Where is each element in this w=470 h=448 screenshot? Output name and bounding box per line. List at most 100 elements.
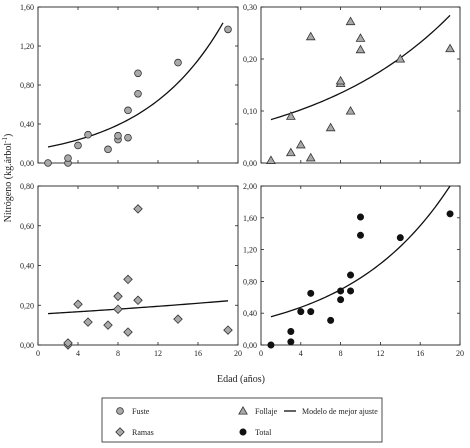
y-tick-label: 0,00 <box>20 341 34 350</box>
data-point-follaje <box>285 147 296 157</box>
x-tick-label: 0 <box>259 349 263 358</box>
data-point-follaje <box>445 43 455 53</box>
data-point-total <box>337 296 345 304</box>
x-tick-label: 16 <box>416 349 424 358</box>
data-point-fuste <box>124 106 132 115</box>
data-point-ramas <box>133 204 143 214</box>
panel-ramas: 0 4 8 12 16 20 0,00 0,20 0,40 0,60 0,80 <box>20 182 242 358</box>
panel-frame <box>260 185 461 346</box>
data-point-follaje <box>305 152 316 162</box>
x-tick-label: 4 <box>299 349 303 358</box>
legend-item: Fuste <box>116 407 150 416</box>
data-point-ramas <box>83 317 93 327</box>
y-tick-label: 0,60 <box>20 222 34 231</box>
data-point-fuste <box>134 69 142 78</box>
data-point-fuste <box>64 154 72 162</box>
x-axis-title: Edad (años) <box>217 374 265 385</box>
data-point-fuste <box>134 89 142 98</box>
data-point-fuste <box>104 145 112 154</box>
y-tick-label: 2,00 <box>243 182 257 191</box>
data-point-follaje <box>345 105 356 115</box>
data-point-fuste <box>84 130 92 139</box>
y-axis-title: Nitrógeno (kg.árbol-1) <box>1 134 14 223</box>
legend-label: Follaje <box>255 407 278 416</box>
data-point-ramas <box>103 320 113 330</box>
x-tick-label: 8 <box>339 349 343 358</box>
y-tick-label: 0,10 <box>243 107 257 116</box>
data-point-ramas <box>223 325 233 335</box>
legend-item: Ramas <box>115 427 154 437</box>
data-point-total <box>356 231 364 239</box>
legend-item: Modelo de mejor ajuste <box>284 407 378 416</box>
panel-frame <box>260 6 461 164</box>
legend: Fuste Follaje Modelo de mejor ajuste Ramas T… <box>101 397 383 443</box>
y-tick-label: 0,30 <box>243 3 257 12</box>
data-point-total <box>327 316 335 324</box>
legend-item: Total <box>239 428 272 437</box>
y-tick-label: 1,20 <box>243 246 257 255</box>
x-tick-label: 12 <box>154 349 162 358</box>
fit-line-total <box>270 185 451 318</box>
legend-label: Total <box>255 428 272 437</box>
legend-marker <box>116 407 124 415</box>
panel-total: 0 4 8 12 16 20 0,00 0,40 0,80 1,20 1,60 2,00 <box>243 182 464 358</box>
data-point-ramas <box>123 327 133 337</box>
y-tick-label: 0,40 <box>20 262 34 271</box>
x-tick-label: 8 <box>116 349 120 358</box>
panels: 0,00 0,40 0,80 1,20 1,60 0,00 0,10 0,20 0,30 0 4 8 1… <box>20 3 464 358</box>
legend-marker <box>239 428 247 436</box>
data-point-follaje <box>266 155 276 164</box>
data-point-total <box>347 271 355 279</box>
data-point-ramas <box>113 291 123 302</box>
legend-label: Ramas <box>132 428 154 437</box>
data-point-follaje <box>355 33 366 42</box>
legend-box <box>101 397 383 443</box>
y-tick-label: 0,80 <box>20 81 34 90</box>
x-tick-label: 20 <box>456 349 464 358</box>
data-point-follaje <box>395 53 406 63</box>
y-tick-label: 0,00 <box>243 341 257 350</box>
data-point-total <box>267 341 275 349</box>
x-tick-label: 0 <box>36 349 40 358</box>
data-point-fuste <box>44 159 52 167</box>
panel-follaje: 0,00 0,10 0,20 0,30 <box>243 3 461 168</box>
panel-fuste: 0,00 0,40 0,80 1,20 1,60 <box>20 3 239 168</box>
data-point-total <box>287 327 295 335</box>
y-tick-label: 0,80 <box>243 277 257 286</box>
y-tick-label: 0,20 <box>243 55 257 64</box>
x-tick-label: 4 <box>76 349 80 358</box>
x-tick-label: 16 <box>194 349 202 358</box>
data-point-ramas <box>173 314 183 324</box>
x-tick-label: 20 <box>234 349 242 358</box>
data-point-ramas <box>73 299 83 310</box>
fit-line-ramas <box>47 300 229 315</box>
data-point-fuste <box>224 25 232 34</box>
data-point-follaje <box>345 16 356 26</box>
data-point-total <box>337 287 345 295</box>
y-axis-title-superscript: -1 <box>1 137 9 143</box>
data-point-follaje <box>295 139 306 149</box>
data-point-fuste <box>174 58 182 67</box>
y-tick-label: 1,20 <box>20 42 34 51</box>
legend-marker <box>238 405 248 415</box>
panel-frame <box>37 6 239 164</box>
data-point-ramas <box>113 304 123 314</box>
y-tick-label: 0,40 <box>243 309 257 318</box>
data-point-follaje <box>305 31 316 41</box>
data-point-follaje <box>355 44 366 54</box>
x-tick-label: 12 <box>376 349 384 358</box>
y-tick-label: 0,00 <box>243 159 257 168</box>
data-point-ramas <box>123 274 133 285</box>
data-point-follaje <box>325 122 336 132</box>
y-axis-title-main: Nitrógeno (kg.árbol <box>3 143 14 223</box>
y-tick-label: 1,60 <box>20 3 34 12</box>
data-point-ramas <box>63 338 73 348</box>
y-tick-label: 0,80 <box>20 182 34 191</box>
data-point-fuste <box>124 133 132 142</box>
fit-line-fuste <box>47 22 224 148</box>
y-axis-title-close: ) <box>3 134 14 137</box>
data-point-total <box>297 308 305 316</box>
data-point-ramas <box>133 295 143 306</box>
y-tick-label: 0,20 <box>20 301 34 310</box>
